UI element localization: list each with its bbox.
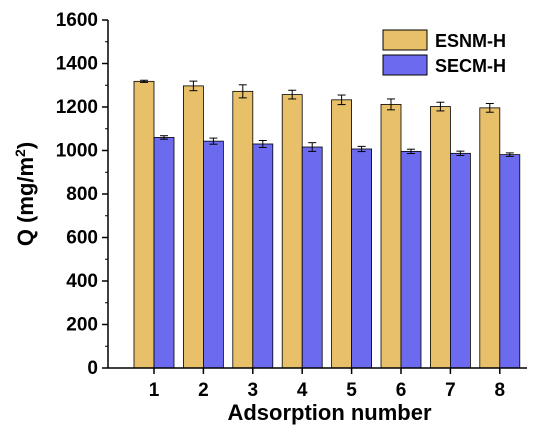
y-tick-label: 1000 (56, 141, 98, 162)
bar-secm-h-7 (449, 152, 471, 369)
x-tick-label: 3 (248, 380, 259, 401)
legend-item-secm-h: SECM-H (382, 54, 506, 76)
bar-secm-h-2 (202, 140, 224, 369)
x-tick-label: 5 (346, 380, 357, 401)
bar-secm-h-4 (301, 146, 323, 369)
bar-secm-h-8 (499, 154, 521, 369)
error-bar-esnm-h-8 (485, 103, 494, 113)
y-axis-title-close: ) (13, 142, 38, 149)
error-bar-secm-h-1 (160, 135, 168, 140)
error-bar-esnm-h-2 (189, 80, 198, 92)
bar-esnm-h-6 (380, 103, 402, 369)
x-axis-title: Adsorption number (227, 400, 432, 425)
y-tick-label: 1600 (56, 10, 98, 31)
y-tick-label: 1200 (56, 97, 98, 118)
bar-esnm-h-8 (479, 107, 501, 369)
bar-esnm-h-3 (232, 90, 254, 369)
error-bar-secm-h-6 (407, 148, 415, 155)
bar-secm-h-6 (400, 150, 422, 369)
x-tick-label: 4 (297, 380, 308, 401)
y-axis-title-main: Q (mg/m (13, 157, 38, 246)
error-bar-esnm-h-7 (436, 101, 445, 112)
x-tick-label: 6 (396, 380, 407, 401)
error-bar-esnm-h-1 (140, 79, 148, 83)
x-tick-label: 1 (149, 380, 160, 401)
y-axis-title-superscript: 2 (12, 149, 28, 157)
y-tick-label: 0 (87, 358, 98, 379)
legend-swatch (382, 54, 428, 76)
legend-label: SECM-H (435, 56, 506, 76)
bar-secm-h-1 (153, 137, 175, 369)
y-tick-label: 200 (66, 315, 98, 336)
y-tick-label: 800 (66, 184, 98, 205)
error-bar-esnm-h-5 (337, 94, 346, 106)
axes-layer (102, 19, 527, 374)
bar-esnm-h-7 (429, 106, 451, 369)
error-bar-esnm-h-4 (288, 89, 297, 100)
y-tick-label: 600 (66, 228, 98, 249)
legend-swatch (382, 29, 428, 51)
bar-esnm-h-2 (182, 85, 204, 369)
bar-esnm-h-1 (133, 80, 155, 369)
error-bar-secm-h-8 (505, 152, 514, 157)
y-axis-title: Q (mg/m2) (12, 142, 38, 246)
x-tick-label: 2 (198, 380, 209, 401)
legend-item-esnm-h: ESNM-H (382, 29, 506, 51)
x-tick-label: 8 (495, 380, 506, 401)
bar-secm-h-3 (252, 143, 274, 369)
bar-esnm-h-4 (281, 94, 303, 369)
x-tick-label: 7 (445, 380, 456, 401)
error-bar-secm-h-2 (209, 137, 218, 145)
y-tick-label: 1400 (56, 54, 98, 75)
bar-secm-h-5 (351, 148, 373, 369)
error-bar-esnm-h-6 (387, 98, 395, 111)
error-bars-layer (140, 79, 514, 157)
legend: ESNM-H SECM-H (382, 29, 506, 76)
error-bar-secm-h-5 (357, 145, 366, 153)
error-bar-esnm-h-3 (238, 84, 247, 99)
y-tick-label: 400 (66, 271, 98, 292)
legend-label: ESNM-H (435, 31, 506, 51)
bar-esnm-h-5 (331, 99, 353, 369)
error-bar-secm-h-3 (258, 139, 267, 148)
error-bar-secm-h-4 (308, 142, 317, 152)
error-bar-secm-h-7 (456, 150, 465, 157)
bars-layer (133, 80, 521, 369)
labels-layer: 0 200 400 600 800 1000 1200 1400 1600 1 2 3 4 5 6 7 8 Ads… (12, 10, 505, 425)
